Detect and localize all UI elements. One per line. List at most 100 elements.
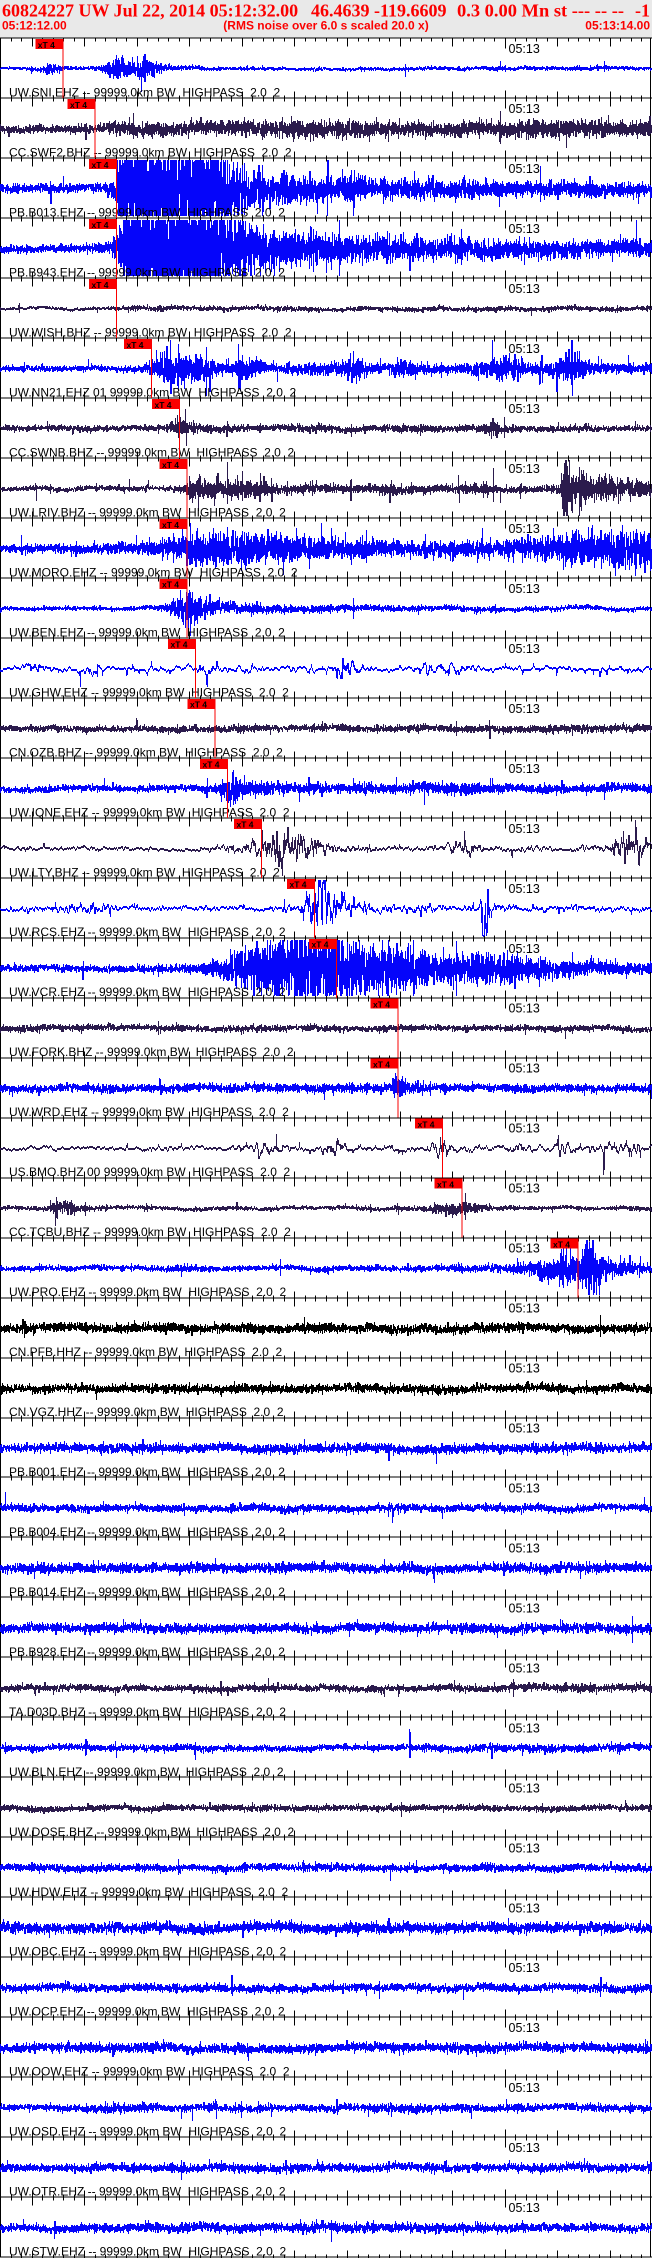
svg-text:UW.DOSE.BHZ -- 99999.0km BW H: UW.DOSE.BHZ -- 99999.0km BW HIGHPASS 2.0… [9, 1825, 295, 1839]
svg-text:UW.BLN.EHZ -- 99999.0km BW HI: UW.BLN.EHZ -- 99999.0km BW HIGHPASS 2.0 … [9, 1765, 284, 1779]
svg-text:xT 4: xT 4 [237, 820, 254, 830]
svg-text:05:13: 05:13 [509, 1542, 540, 1556]
svg-text:CC.SWNB.BHZ -- 99999.0km BW H: CC.SWNB.BHZ -- 99999.0km BW HIGHPASS 2.0… [9, 446, 295, 460]
svg-text:PB.B001.EHZ -- 99999.0km BW H: PB.B001.EHZ -- 99999.0km BW HIGHPASS 2.0… [9, 1465, 285, 1479]
svg-text:05:13: 05:13 [509, 1122, 540, 1136]
svg-text:UW.RCS.EHZ -- 99999.0km BW HI: UW.RCS.EHZ -- 99999.0km BW HIGHPASS 2.0 … [9, 925, 286, 939]
svg-text:xT 4: xT 4 [70, 100, 87, 110]
svg-text:xT 4: xT 4 [418, 1120, 435, 1130]
svg-text:UW.LTY.BHZ -- 99999.0km BW HI: UW.LTY.BHZ -- 99999.0km BW HIGHPASS 2.0 … [9, 865, 280, 879]
svg-text:05:13:14.00: 05:13:14.00 [585, 19, 650, 33]
svg-text:05:13: 05:13 [509, 1182, 540, 1196]
svg-text:05:13: 05:13 [509, 1601, 540, 1615]
svg-text:UW.WRD.EHZ -- 99999.0km BW HI: UW.WRD.EHZ -- 99999.0km BW HIGHPASS 2.0 … [9, 1105, 289, 1119]
svg-text:05:13: 05:13 [509, 102, 540, 116]
svg-text:UW.STW.EHZ -- 99999.0km BW HI: UW.STW.EHZ -- 99999.0km BW HIGHPASS 2.0 … [9, 2245, 287, 2258]
svg-text:UW.IQNE.EHZ -- 99999.0km BW H: UW.IQNE.EHZ -- 99999.0km BW HIGHPASS 2.0… [9, 805, 290, 819]
svg-text:xT 4: xT 4 [203, 760, 220, 770]
svg-text:05:13: 05:13 [509, 1901, 540, 1915]
svg-text:xT 4: xT 4 [171, 640, 188, 650]
svg-text:05:13: 05:13 [509, 1062, 540, 1076]
svg-text:60824227 UW Jul 22, 2014 05:12: 60824227 UW Jul 22, 2014 05:12:32.00 [2, 1, 298, 21]
svg-text:UW.OCP.EHZ -- 99999.0km BW HI: UW.OCP.EHZ -- 99999.0km BW HIGHPASS 2.0 … [9, 2005, 285, 2019]
svg-text:05:13: 05:13 [509, 342, 540, 356]
svg-text:PB.B004.EHZ -- 99999.0km BW H: PB.B004.EHZ -- 99999.0km BW HIGHPASS 2.0… [9, 1525, 285, 1539]
svg-text:UW.SNI.EHZ -- 99999.0km BW HI: UW.SNI.EHZ -- 99999.0km BW HIGHPASS 2.0 … [9, 86, 281, 100]
svg-text:05:13: 05:13 [509, 882, 540, 896]
svg-text:05:13: 05:13 [509, 1482, 540, 1496]
svg-text:xT 4: xT 4 [190, 700, 207, 710]
svg-text:-119.6609: -119.6609 [374, 1, 447, 21]
svg-text:xT 4: xT 4 [373, 1000, 390, 1010]
svg-text:xT 4: xT 4 [92, 220, 109, 230]
svg-text:xT 4: xT 4 [155, 400, 172, 410]
svg-text:05:13: 05:13 [509, 282, 540, 296]
svg-text:05:13: 05:13 [509, 1841, 540, 1855]
svg-text:xT 4: xT 4 [373, 1060, 390, 1070]
svg-text:05:13: 05:13 [509, 1242, 540, 1256]
svg-text:xT 4: xT 4 [92, 160, 109, 170]
svg-text:CN.PFB.HHZ -- 99999.0km BW HI: CN.PFB.HHZ -- 99999.0km BW HIGHPASS 2.0 … [9, 1345, 283, 1359]
svg-text:UW.OTR.EHZ -- 99999.0km BW HI: UW.OTR.EHZ -- 99999.0km BW HIGHPASS 2.0 … [9, 2185, 286, 2199]
svg-text:05:13: 05:13 [509, 2141, 540, 2155]
svg-text:PB.B943.EHZ -- 99999.0km BW H: PB.B943.EHZ -- 99999.0km BW HIGHPASS 2.0… [9, 266, 285, 280]
svg-text:xT 4: xT 4 [127, 340, 144, 350]
svg-text:TA.D03D.BHZ -- 99999.0km BW H: TA.D03D.BHZ -- 99999.0km BW HIGHPASS 2.0… [9, 1705, 286, 1719]
svg-text:UW.GHW.EHZ -- 99999.0km BW HI: UW.GHW.EHZ -- 99999.0km BW HIGHPASS 2.0 … [9, 685, 289, 699]
svg-text:UW.FORK.BHZ -- 99999.0km BW H: UW.FORK.BHZ -- 99999.0km BW HIGHPASS 2.0… [9, 1045, 294, 1059]
svg-text:xT 4: xT 4 [92, 280, 109, 290]
svg-text:05:13: 05:13 [509, 1002, 540, 1016]
svg-text:05:13: 05:13 [509, 2081, 540, 2095]
svg-text:05:13: 05:13 [509, 702, 540, 716]
svg-text:UW.WISH.BHZ -- 99999.0km BW H: UW.WISH.BHZ -- 99999.0km BW HIGHPASS 2.0… [9, 326, 292, 340]
svg-text:xT 4: xT 4 [553, 1239, 570, 1249]
svg-text:05:13: 05:13 [509, 1661, 540, 1675]
svg-text:UW.PRO.EHZ -- 99999.0km BW HI: UW.PRO.EHZ -- 99999.0km BW HIGHPASS 2.0 … [9, 1285, 287, 1299]
svg-text:05:13: 05:13 [509, 2201, 540, 2215]
svg-text:PB.B928.EHZ -- 99999.0km BW H: PB.B928.EHZ -- 99999.0km BW HIGHPASS 2.0… [9, 1645, 285, 1659]
svg-text:05:12:12.00: 05:12:12.00 [2, 19, 67, 33]
svg-text:05:13: 05:13 [509, 762, 540, 776]
svg-text:xT 4: xT 4 [312, 940, 329, 950]
svg-text:UW.OSD.EHZ -- 99999.0km BW HI: UW.OSD.EHZ -- 99999.0km BW HIGHPASS 2.0 … [9, 2125, 287, 2139]
svg-text:CC.SWF2.BHZ -- 99999.0km BW H: CC.SWF2.BHZ -- 99999.0km BW HIGHPASS 2.0… [9, 146, 292, 160]
svg-text:PB.B014.EHZ -- 99999.0km BW H: PB.B014.EHZ -- 99999.0km BW HIGHPASS 2.0… [9, 1585, 285, 1599]
svg-text:05:13: 05:13 [509, 582, 540, 596]
svg-text:CN.OZB.BHZ -- 99999.0km BW HI: CN.OZB.BHZ -- 99999.0km BW HIGHPASS 2.0 … [9, 745, 283, 759]
svg-text:05:13: 05:13 [509, 642, 540, 656]
svg-text:UW.MORO.EHZ -- 99999.0km BW H: UW.MORO.EHZ -- 99999.0km BW HIGHPASS 2.0… [9, 565, 298, 579]
svg-text:(RMS noise over 6.0 s scaled 2: (RMS noise over 6.0 s scaled 20.0 x) [223, 19, 428, 33]
svg-text:05:13: 05:13 [509, 822, 540, 836]
svg-text:05:13: 05:13 [509, 1721, 540, 1735]
svg-text:xT 4: xT 4 [437, 1179, 454, 1189]
svg-text:US.BMO.BHZ 00 99999.0km BW HI: US.BMO.BHZ 00 99999.0km BW HIGHPASS 2.0 … [9, 1165, 291, 1179]
svg-text:UW.OBC.EHZ -- 99999.0km BW HI: UW.OBC.EHZ -- 99999.0km BW HIGHPASS 2.0 … [9, 1945, 287, 1959]
svg-text:UW.VCR.EHZ -- 99999.0km BW HI: UW.VCR.EHZ -- 99999.0km BW HIGHPASS 2.0 … [9, 985, 286, 999]
svg-text:xT 4: xT 4 [162, 520, 179, 530]
svg-text:05:13: 05:13 [509, 42, 540, 56]
svg-text:05:13: 05:13 [509, 1781, 540, 1795]
svg-text:CN.VGZ.HHZ -- 99999.0km BW HI: CN.VGZ.HHZ -- 99999.0km BW HIGHPASS 2.0 … [9, 1405, 284, 1419]
svg-text:05:13: 05:13 [509, 2021, 540, 2035]
svg-text:05:13: 05:13 [509, 162, 540, 176]
svg-text:UW.NN21.EHZ 01 99999.0km BW H: UW.NN21.EHZ 01 99999.0km BW HIGHPASS 2.0… [9, 386, 297, 400]
svg-text:UW.LRIV.BHZ -- 99999.0km BW H: UW.LRIV.BHZ -- 99999.0km BW HIGHPASS 2.0… [9, 506, 286, 520]
svg-text:05:13: 05:13 [509, 1961, 540, 1975]
svg-text:0.3 0.00 Mn st --- -- --: 0.3 0.00 Mn st --- -- -- [457, 1, 624, 21]
svg-text:xT 4: xT 4 [38, 40, 55, 50]
svg-text:05:13: 05:13 [509, 222, 540, 236]
svg-text:05:13: 05:13 [509, 1362, 540, 1376]
svg-text:05:13: 05:13 [509, 942, 540, 956]
svg-text:UW.OOW.EHZ -- 99999.0km BW HI: UW.OOW.EHZ -- 99999.0km BW HIGHPASS 2.0 … [9, 2065, 290, 2079]
svg-text:UW.BEN.EHZ -- 99999.0km BW HI: UW.BEN.EHZ -- 99999.0km BW HIGHPASS 2.0 … [9, 625, 285, 639]
svg-text:46.4639: 46.4639 [311, 1, 370, 21]
svg-text:05:13: 05:13 [509, 522, 540, 536]
svg-text:-1: -1 [635, 1, 650, 21]
svg-text:05:13: 05:13 [509, 1302, 540, 1316]
svg-text:PB.B013.EHZ -- 99999.0km BW H: PB.B013.EHZ -- 99999.0km BW HIGHPASS 2.0… [9, 206, 285, 220]
svg-text:CC.TCBU.BHZ -- 99999.0km BW H: CC.TCBU.BHZ -- 99999.0km BW HIGHPASS 2.0… [9, 1225, 291, 1239]
svg-text:xT 4: xT 4 [290, 880, 307, 890]
svg-text:xT 4: xT 4 [162, 580, 179, 590]
svg-text:05:13: 05:13 [509, 1422, 540, 1436]
svg-text:05:13: 05:13 [509, 462, 540, 476]
